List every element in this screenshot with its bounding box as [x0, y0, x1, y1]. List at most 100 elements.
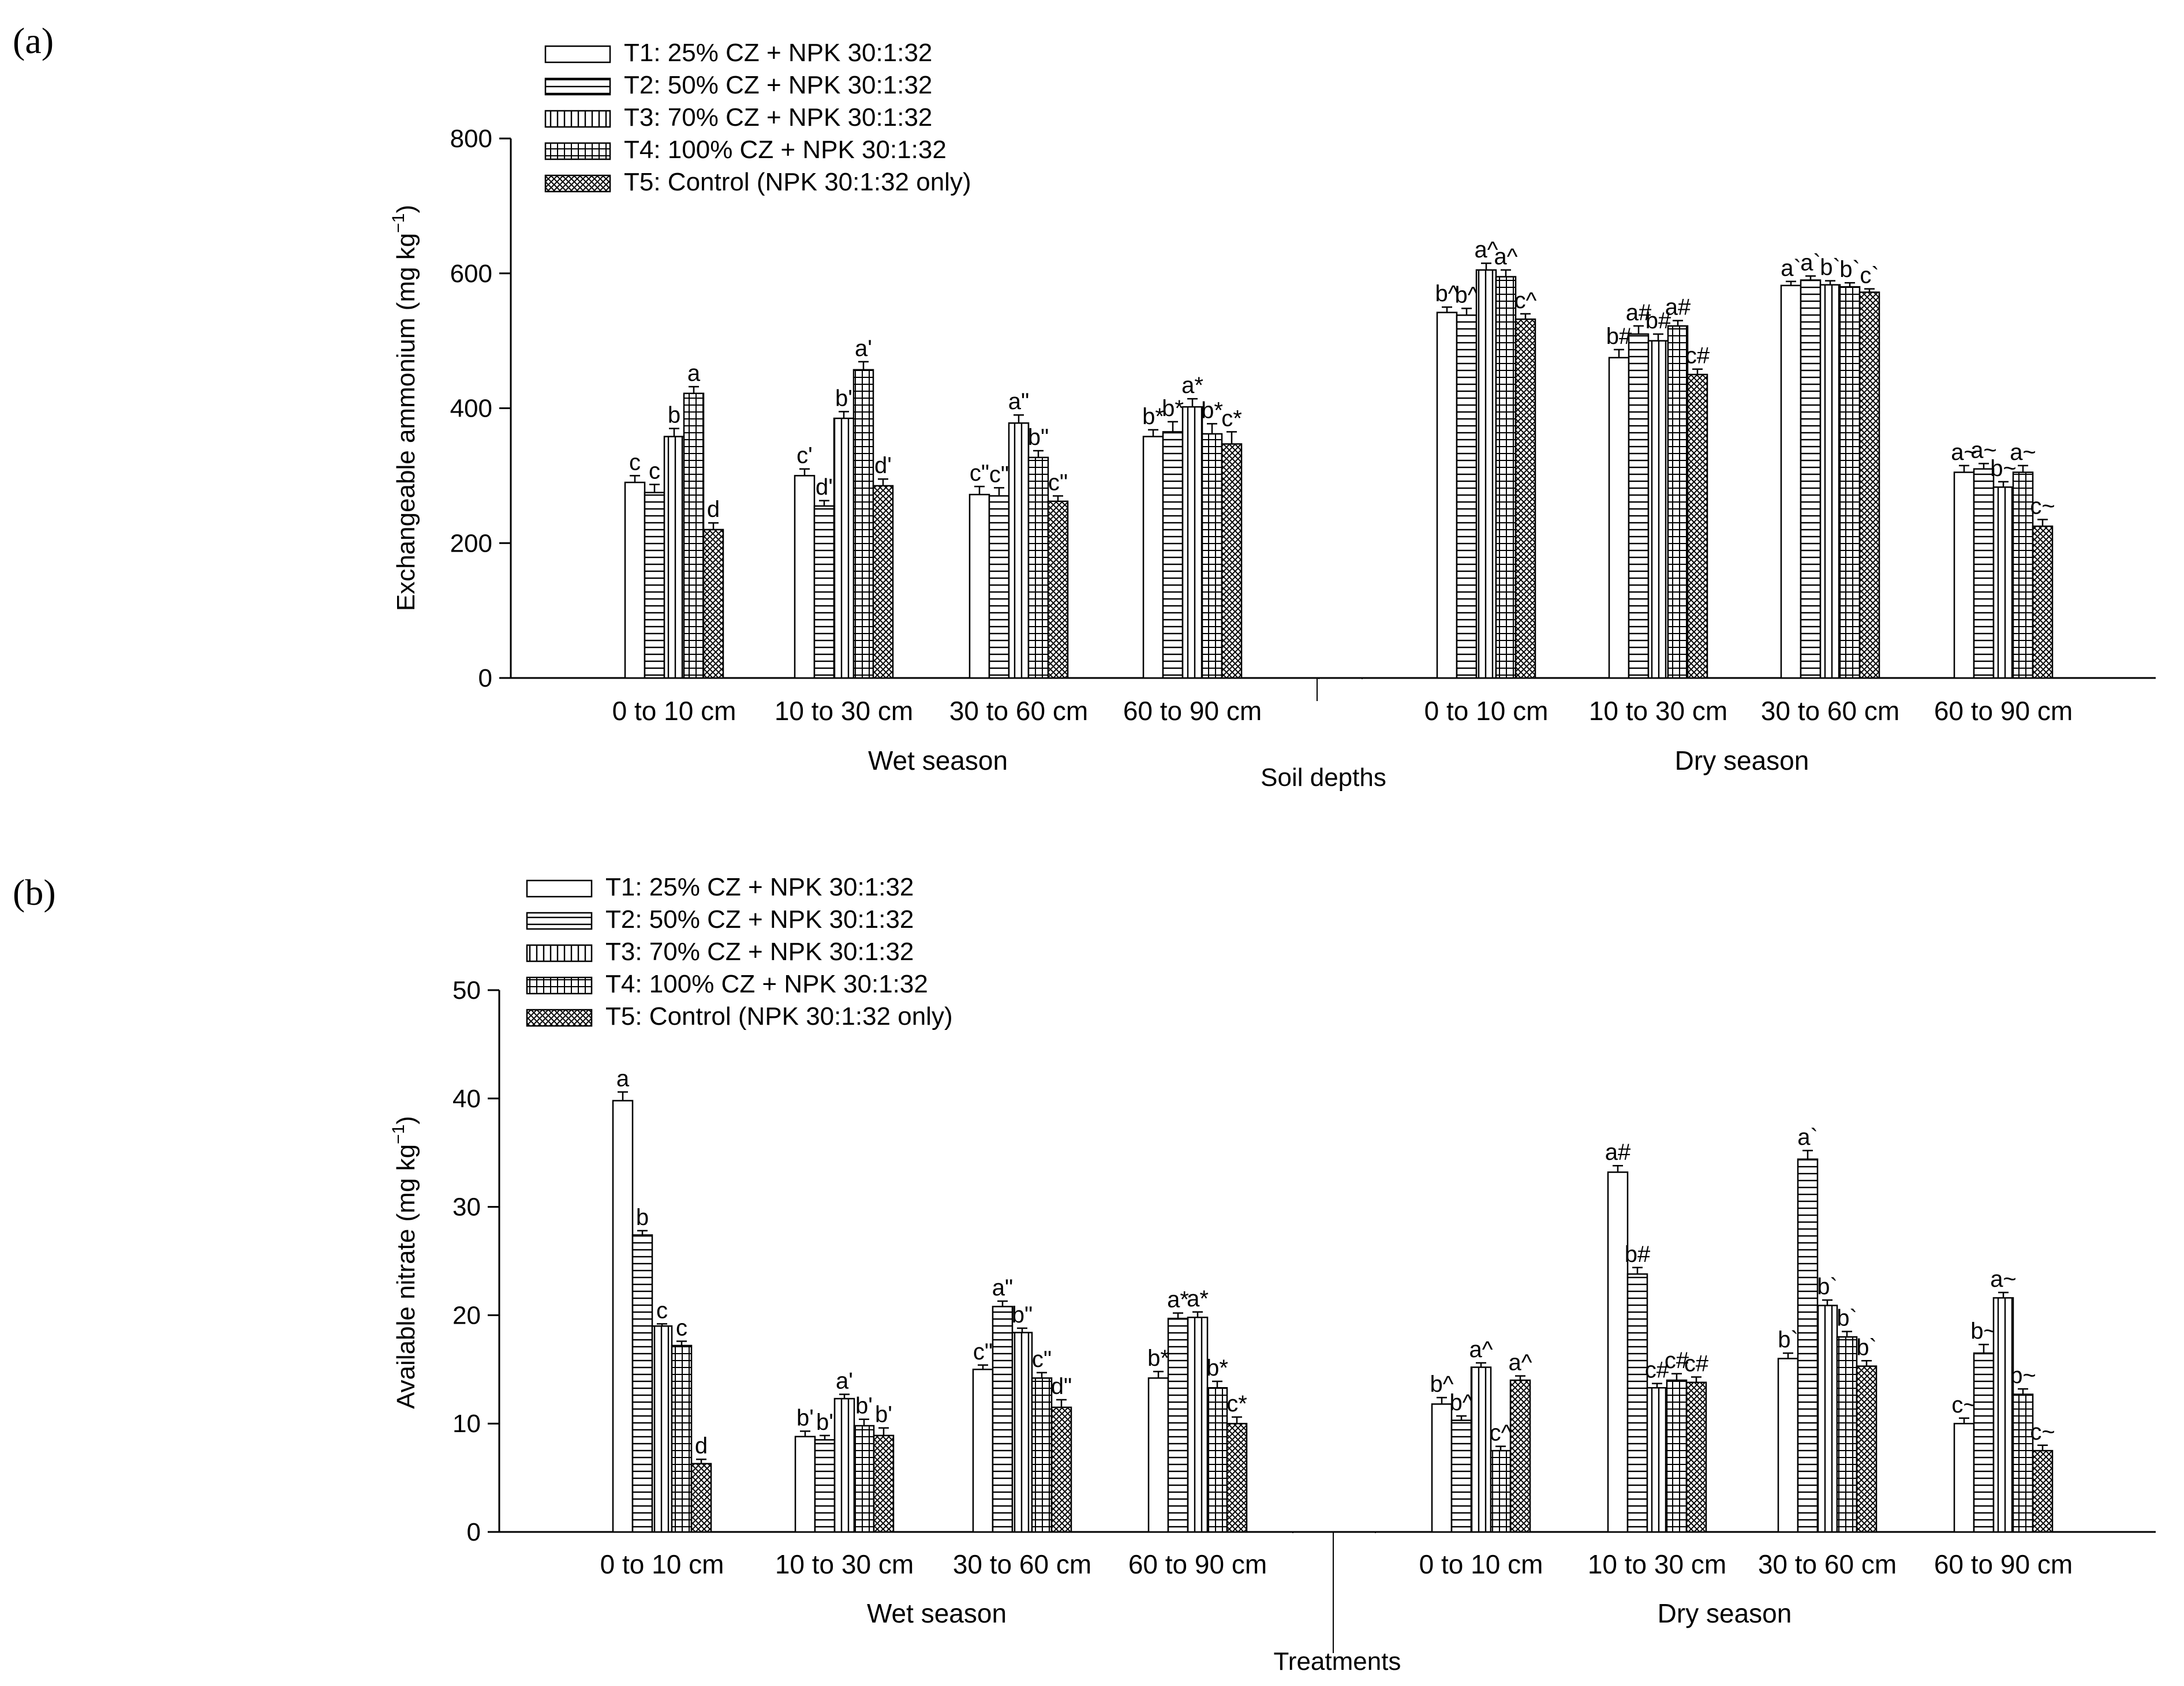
significance-label: a^ — [1469, 1337, 1493, 1362]
y-axis-title: Exchangeable ammonium (mg kg−1) — [389, 205, 420, 611]
significance-label: a~ — [1951, 440, 1977, 465]
significance-label: a# — [1605, 1140, 1631, 1165]
bar-t3-cat-5 — [1470, 1366, 1492, 1533]
significance-label: c" — [989, 462, 1009, 487]
significance-label: c* — [1221, 406, 1242, 431]
category-label: 10 to 30 cm — [1588, 1549, 1726, 1579]
legend-swatch-t1 — [526, 879, 593, 898]
significance-label: d — [695, 1433, 708, 1459]
significance-label: b — [668, 403, 680, 428]
y-tick-label: 0 — [467, 1518, 481, 1546]
bar-t1-cat-7 — [1780, 284, 1802, 679]
bar-t1-cat-2 — [794, 1436, 816, 1533]
significance-label: b' — [875, 1402, 892, 1428]
bar-t1-cat-4 — [1147, 1377, 1169, 1533]
bar-t4-cat-1 — [683, 392, 705, 679]
bar-t4-cat-8 — [2012, 1393, 2034, 1533]
bar-t3-cat-7 — [1819, 284, 1841, 679]
y-tick-label: 0 — [478, 664, 492, 692]
bar-t2-cat-4 — [1162, 431, 1184, 679]
significance-label: b# — [1606, 324, 1632, 349]
category-label: 60 to 90 cm — [1934, 1549, 2073, 1579]
bar-t1-cat-3 — [972, 1369, 994, 1533]
legend-swatch-t2 — [526, 912, 593, 930]
significance-label: a — [687, 361, 701, 386]
bar-t3-cat-3 — [1011, 1332, 1033, 1533]
legend-label-t3: T3: 70% CZ + NPK 30:1:32 — [624, 103, 932, 132]
x-axis-title: Soil depths — [1261, 763, 1386, 792]
bar-t4-cat-3 — [1027, 456, 1049, 679]
significance-label: a* — [1167, 1287, 1189, 1313]
bar-t4-cat-3 — [1031, 1377, 1053, 1533]
bar-t2-cat-7 — [1800, 279, 1822, 679]
significance-label: a# — [1665, 295, 1691, 320]
bar-t3-cat-6 — [1646, 1387, 1668, 1533]
bar-t3-cat-7 — [1816, 1305, 1838, 1533]
y-tick-label: 200 — [450, 529, 492, 557]
panel-a: (a) 0 200 400 600 800 Exchangeable ammonium (… — [13, 20, 2156, 792]
significance-label: b~ — [1990, 456, 2017, 481]
significance-label: b^ — [1435, 281, 1459, 306]
category-label: 10 to 30 cm — [775, 1549, 914, 1579]
bar-t5-cat-5 — [1514, 318, 1536, 679]
bar-t5-cat-7 — [1856, 1365, 1878, 1533]
category-label: 60 to 90 cm — [1128, 1549, 1267, 1579]
bar-t5-cat-1 — [702, 529, 724, 679]
bar-t2-cat-7 — [1797, 1158, 1819, 1533]
bar-t3-cat-1 — [651, 1325, 673, 1533]
significance-label: c" — [1048, 470, 1068, 495]
significance-label: b` — [1817, 1274, 1838, 1299]
bar-t1-cat-3 — [968, 493, 990, 679]
significance-label: a^ — [1474, 237, 1498, 263]
y-tick-label: 600 — [450, 260, 492, 288]
significance-label: a' — [836, 1368, 853, 1393]
season-label: Wet season — [868, 745, 1008, 775]
bar-t1-cat-8 — [1953, 1422, 1975, 1533]
bar-t1-cat-5 — [1431, 1403, 1453, 1533]
category-label: 0 to 10 cm — [1419, 1549, 1543, 1579]
significance-label: a^ — [1508, 1350, 1532, 1376]
significance-label: d' — [816, 475, 833, 500]
category-label: 60 to 90 cm — [1123, 696, 1262, 726]
bar-t1-cat-1 — [624, 481, 646, 679]
significance-label: c` — [1860, 263, 1879, 289]
bar-t2-cat-5 — [1456, 314, 1478, 679]
significance-label: b` — [1837, 1306, 1857, 1331]
significance-label: b* — [1147, 1346, 1169, 1371]
significance-label: c' — [796, 443, 813, 469]
significance-label: b` — [1820, 255, 1841, 280]
bar-t4-cat-6 — [1666, 1379, 1688, 1533]
significance-label: b" — [1028, 425, 1049, 450]
y-tick-label: 10 — [452, 1410, 481, 1438]
legend-label-t4: T4: 100% CZ + NPK 30:1:32 — [624, 136, 947, 164]
significance-label: a` — [1800, 250, 1821, 275]
category-label: 30 to 60 cm — [949, 696, 1088, 726]
bar-t4-cat-6 — [1667, 325, 1689, 679]
legend-swatch-t3 — [544, 110, 611, 128]
significance-label: b^ — [1449, 1390, 1473, 1415]
bar-t1-cat-2 — [794, 475, 816, 679]
bar-t5-cat-4 — [1226, 1422, 1248, 1533]
significance-label: c* — [1226, 1391, 1247, 1417]
legend-swatch-t2 — [544, 77, 611, 96]
significance-label: b — [636, 1205, 649, 1230]
legend-swatch-t1 — [544, 45, 611, 63]
bar-t5-cat-6 — [1686, 373, 1708, 679]
bar-t4-cat-1 — [671, 1344, 693, 1533]
significance-label: c" — [970, 460, 989, 486]
significance-label: c~ — [1951, 1392, 1976, 1418]
bar-t3-cat-2 — [833, 417, 855, 679]
bar-t1-cat-4 — [1142, 436, 1164, 679]
bar-t4-cat-7 — [1836, 1336, 1858, 1533]
significance-label: b# — [1646, 308, 1671, 334]
bar-t4-cat-4 — [1206, 1387, 1228, 1533]
category-label: 10 to 30 cm — [775, 696, 913, 726]
bar-t3-cat-1 — [663, 436, 685, 679]
y-tick-label: 400 — [450, 395, 492, 423]
legend-label-t5: T5: Control (NPK 30:1:32 only) — [624, 168, 971, 196]
panel-letter-b: (b) — [13, 872, 56, 913]
bar-t1-cat-1 — [612, 1100, 634, 1533]
bar-t5-cat-7 — [1858, 291, 1880, 679]
significance-label: a^ — [1494, 244, 1517, 269]
